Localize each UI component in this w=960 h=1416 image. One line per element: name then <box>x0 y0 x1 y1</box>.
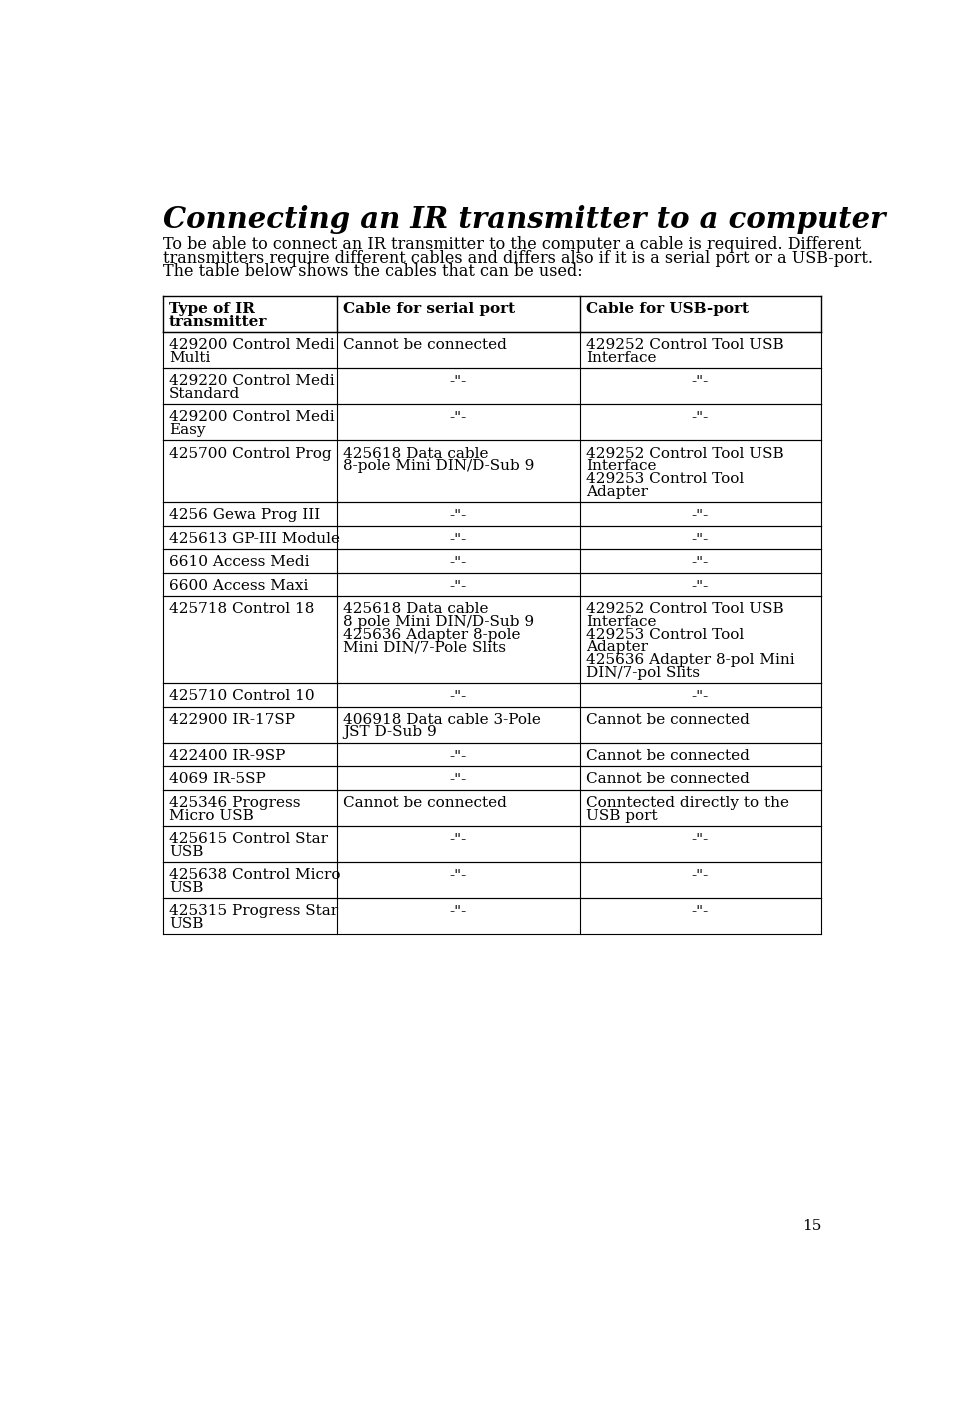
Text: -"-: -"- <box>450 508 467 523</box>
Text: -"-: -"- <box>692 508 709 523</box>
Text: -"-: -"- <box>692 374 709 388</box>
Text: Interface: Interface <box>586 615 657 629</box>
Text: Adapter: Adapter <box>586 640 648 654</box>
Text: USB: USB <box>169 881 204 895</box>
Text: DIN/7-pol Slits: DIN/7-pol Slits <box>586 666 700 680</box>
Text: 425718 Control 18: 425718 Control 18 <box>169 602 314 616</box>
Text: -"-: -"- <box>692 532 709 545</box>
Text: Interface: Interface <box>586 459 657 473</box>
Text: 429252 Control Tool USB: 429252 Control Tool USB <box>586 602 783 616</box>
Text: 429253 Control Tool: 429253 Control Tool <box>586 627 744 641</box>
Text: 429252 Control Tool USB: 429252 Control Tool USB <box>586 446 783 460</box>
Text: Type of IR: Type of IR <box>169 302 254 316</box>
Text: 425700 Control Prog: 425700 Control Prog <box>169 446 331 460</box>
Text: 422400 IR-9SP: 422400 IR-9SP <box>169 749 285 763</box>
Text: Cannot be connected: Cannot be connected <box>586 772 750 786</box>
Text: -"-: -"- <box>450 411 467 425</box>
Text: -"-: -"- <box>450 579 467 593</box>
Text: Multi: Multi <box>169 351 210 365</box>
Text: 429220 Control Medi: 429220 Control Medi <box>169 374 334 388</box>
Text: 429200 Control Medi: 429200 Control Medi <box>169 338 334 353</box>
Text: -"-: -"- <box>450 772 467 786</box>
Text: USB: USB <box>169 845 204 858</box>
Text: 425618 Data cable: 425618 Data cable <box>344 446 489 460</box>
Text: transmitter: transmitter <box>169 314 267 329</box>
Text: Cable for USB-port: Cable for USB-port <box>586 302 749 316</box>
Text: -"-: -"- <box>450 374 467 388</box>
Text: Micro USB: Micro USB <box>169 809 253 823</box>
Text: -"-: -"- <box>692 833 709 845</box>
Text: JST D-Sub 9: JST D-Sub 9 <box>344 725 437 739</box>
Text: -"-: -"- <box>692 690 709 704</box>
Text: 425618 Data cable: 425618 Data cable <box>344 602 489 616</box>
Text: 4256 Gewa Prog III: 4256 Gewa Prog III <box>169 508 320 523</box>
Text: 6610 Access Medi: 6610 Access Medi <box>169 555 309 569</box>
Text: -"-: -"- <box>692 555 709 569</box>
Text: Adapter: Adapter <box>586 484 648 498</box>
Text: Cannot be connected: Cannot be connected <box>586 749 750 763</box>
Text: Cable for serial port: Cable for serial port <box>344 302 516 316</box>
Text: -"-: -"- <box>692 905 709 919</box>
Text: 425636 Adapter 8-pole: 425636 Adapter 8-pole <box>344 627 521 641</box>
Text: 425346 Progress: 425346 Progress <box>169 796 300 810</box>
Text: 425710 Control 10: 425710 Control 10 <box>169 690 315 704</box>
Text: 425638 Control Micro: 425638 Control Micro <box>169 868 341 882</box>
Text: 429200 Control Medi: 429200 Control Medi <box>169 411 334 425</box>
Text: -"-: -"- <box>450 532 467 545</box>
Text: 8-pole Mini DIN/D-Sub 9: 8-pole Mini DIN/D-Sub 9 <box>344 459 535 473</box>
Text: 8 pole Mini DIN/D-Sub 9: 8 pole Mini DIN/D-Sub 9 <box>344 615 535 629</box>
Text: Conntected directly to the: Conntected directly to the <box>586 796 789 810</box>
Text: Connecting an IR transmitter to a computer: Connecting an IR transmitter to a comput… <box>162 204 885 234</box>
Text: To be able to connect an IR transmitter to the computer a cable is required. Dif: To be able to connect an IR transmitter … <box>162 236 861 253</box>
Text: -"-: -"- <box>450 690 467 704</box>
Text: -"-: -"- <box>692 579 709 593</box>
Text: -"-: -"- <box>692 868 709 882</box>
Text: Interface: Interface <box>586 351 657 365</box>
Text: transmitters require different cables and differs also if it is a serial port or: transmitters require different cables an… <box>162 249 873 266</box>
Text: 15: 15 <box>802 1219 822 1233</box>
Text: 425315 Progress Star: 425315 Progress Star <box>169 905 338 919</box>
Text: 4069 IR-5SP: 4069 IR-5SP <box>169 772 266 786</box>
Text: 429252 Control Tool USB: 429252 Control Tool USB <box>586 338 783 353</box>
Text: Easy: Easy <box>169 423 205 438</box>
Text: The table below shows the cables that can be used:: The table below shows the cables that ca… <box>162 263 583 280</box>
Text: -"-: -"- <box>450 555 467 569</box>
Text: Cannot be connected: Cannot be connected <box>586 712 750 726</box>
Text: 425613 GP-III Module: 425613 GP-III Module <box>169 532 340 545</box>
Text: -"-: -"- <box>450 749 467 763</box>
Text: -"-: -"- <box>450 868 467 882</box>
Text: 429253 Control Tool: 429253 Control Tool <box>586 472 744 486</box>
Text: Standard: Standard <box>169 387 240 401</box>
Text: 6600 Access Maxi: 6600 Access Maxi <box>169 579 308 593</box>
Text: -"-: -"- <box>450 905 467 919</box>
Text: -"-: -"- <box>692 411 709 425</box>
Text: -"-: -"- <box>450 833 467 845</box>
Text: USB: USB <box>169 918 204 932</box>
Text: 406918 Data cable 3-Pole: 406918 Data cable 3-Pole <box>344 712 541 726</box>
Text: Mini DIN/7-Pole Slits: Mini DIN/7-Pole Slits <box>344 640 506 654</box>
Text: 425636 Adapter 8-pol Mini: 425636 Adapter 8-pol Mini <box>586 653 795 667</box>
Text: Cannot be connected: Cannot be connected <box>344 338 507 353</box>
Text: 425615 Control Star: 425615 Control Star <box>169 833 327 845</box>
Text: USB port: USB port <box>586 809 658 823</box>
Text: Cannot be connected: Cannot be connected <box>344 796 507 810</box>
Text: 422900 IR-17SP: 422900 IR-17SP <box>169 712 295 726</box>
